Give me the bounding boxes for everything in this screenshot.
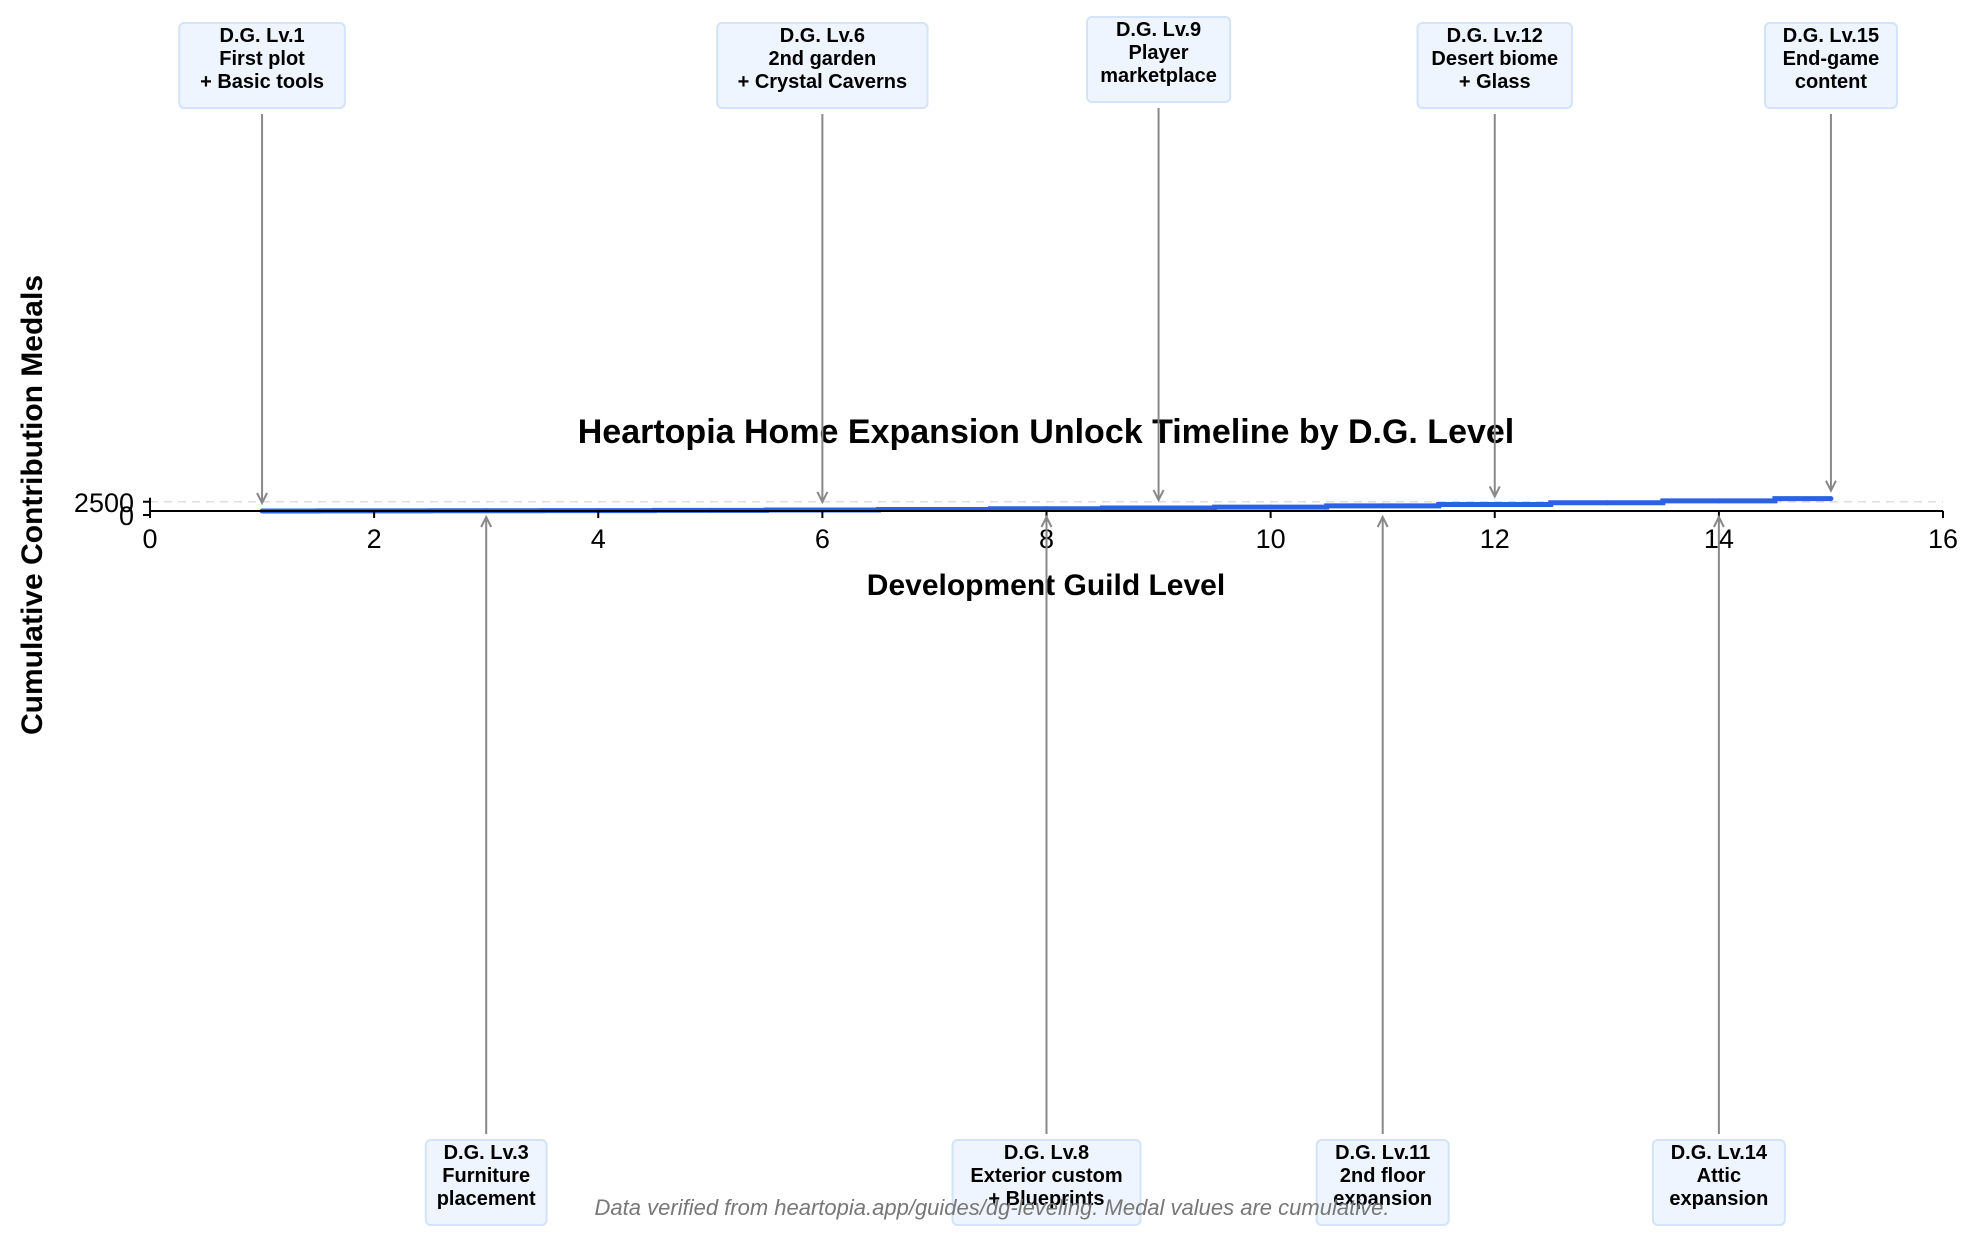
chart-title: Heartopia Home Expansion Unlock Timeline…	[578, 413, 1515, 451]
annotation-label: 2nd floor	[1340, 1165, 1426, 1187]
footnote: Data verified from heartopia.app/guides/…	[595, 1195, 1390, 1220]
annotation-arrowhead	[1825, 480, 1837, 493]
annotation-label: End-game	[1783, 48, 1880, 70]
annotation-label: content	[1795, 71, 1868, 93]
annotation-label: + Crystal Caverns	[738, 71, 908, 93]
annotation-label: D.G. Lv.8	[1004, 1142, 1089, 1164]
annotation-label: D.G. Lv.6	[780, 25, 865, 47]
annotation-label: D.G. Lv.15	[1783, 25, 1879, 47]
x-tick-label: 2	[367, 524, 382, 554]
annotation-arrowhead	[1040, 514, 1053, 528]
annotation-label: Exterior custom	[970, 1165, 1122, 1187]
annotation-label: D.G. Lv.1	[219, 25, 304, 47]
annotation-label: D.G. Lv.9	[1116, 19, 1201, 41]
data-point	[1268, 504, 1274, 510]
y-tick-label: 2500	[74, 488, 134, 518]
y-axis-label: Cumulative Contribution Medals	[16, 275, 49, 735]
annotation-box	[951, 1139, 1142, 1226]
annotation-label: + Blueprints	[988, 1188, 1104, 1210]
annotation-label: + Glass	[1459, 71, 1531, 93]
annotation-label: 2nd garden	[768, 48, 876, 70]
x-tick-label: 4	[591, 524, 606, 554]
annotation-label: + Basic tools	[200, 71, 324, 93]
annotation-arrowhead	[1152, 489, 1165, 503]
x-tick-label: 0	[142, 524, 157, 554]
annotation-box	[1315, 1139, 1450, 1226]
annotation-arrowhead	[256, 492, 268, 506]
annotation-label: D.G. Lv.12	[1447, 25, 1543, 47]
data-point	[1716, 498, 1722, 504]
data-point	[1604, 500, 1610, 506]
data-point	[1828, 496, 1834, 502]
x-tick-label: 10	[1256, 524, 1286, 554]
annotation-label: First plot	[219, 48, 305, 70]
x-tick-label: 12	[1480, 524, 1510, 554]
annotation-label: Attic	[1697, 1165, 1741, 1187]
data-point	[1492, 502, 1498, 507]
x-tick-label: 16	[1928, 524, 1958, 554]
annotation-box	[1763, 22, 1898, 109]
annotation-arrowhead	[1488, 486, 1501, 499]
annotation-label: D.G. Lv.3	[444, 1142, 529, 1164]
annotation-box	[178, 22, 346, 109]
annotation-label: placement	[437, 1188, 536, 1210]
annotation-arrowhead	[480, 514, 493, 528]
data-point	[1380, 503, 1386, 509]
x-tick-label: 6	[815, 524, 830, 554]
annotation-label: expansion	[1333, 1188, 1432, 1210]
annotation-box	[1416, 22, 1573, 109]
annotation-label: Desert biome	[1431, 48, 1558, 70]
y-tick-label: 0	[119, 501, 134, 531]
annotation-label: Player	[1129, 42, 1189, 64]
annotation-box	[716, 22, 929, 109]
annotation-box	[1651, 1139, 1786, 1226]
annotation-arrowhead	[1712, 514, 1725, 528]
annotation-arrowhead	[1376, 514, 1389, 528]
x-ticks: 0 2 4 6 8 10 12 14 16	[142, 511, 1958, 554]
annotation-label: expansion	[1669, 1188, 1768, 1210]
annotation-label: D.G. Lv.14	[1671, 1142, 1768, 1164]
data-point	[1156, 505, 1162, 511]
annotation-label: marketplace	[1100, 65, 1217, 87]
annotation-arrowhead	[816, 491, 829, 505]
annotation-box	[1085, 16, 1232, 103]
annotation-label: D.G. Lv.11	[1335, 1142, 1430, 1164]
annotation-box	[424, 1139, 548, 1226]
annotation-label: Furniture	[442, 1165, 530, 1187]
